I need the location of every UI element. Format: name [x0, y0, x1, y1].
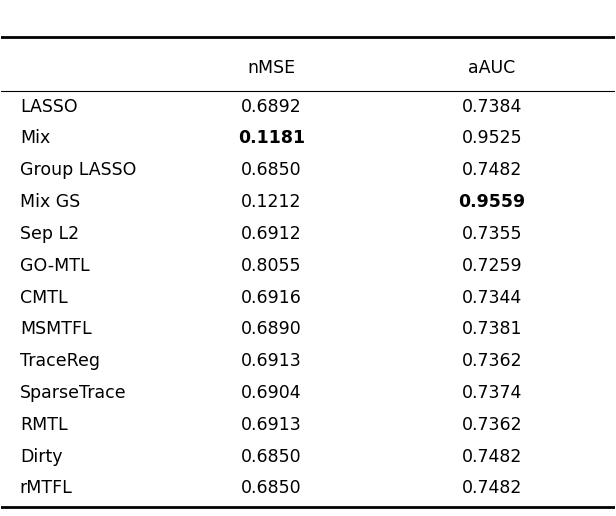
- Text: 0.7482: 0.7482: [462, 447, 522, 465]
- Text: Dirty: Dirty: [20, 447, 62, 465]
- Text: 0.7362: 0.7362: [461, 352, 522, 370]
- Text: Sep L2: Sep L2: [20, 225, 79, 243]
- Text: 0.6850: 0.6850: [241, 479, 301, 497]
- Text: 0.6850: 0.6850: [241, 161, 301, 179]
- Text: LASSO: LASSO: [20, 98, 78, 116]
- Text: 0.1181: 0.1181: [238, 130, 305, 148]
- Text: 0.9525: 0.9525: [461, 130, 522, 148]
- Text: 0.7344: 0.7344: [462, 288, 522, 307]
- Text: MSMTFL: MSMTFL: [20, 320, 91, 338]
- Text: 0.7362: 0.7362: [461, 416, 522, 434]
- Text: aAUC: aAUC: [468, 59, 516, 77]
- Text: 0.6890: 0.6890: [241, 320, 302, 338]
- Text: 0.7355: 0.7355: [462, 225, 522, 243]
- Text: 0.7381: 0.7381: [462, 320, 522, 338]
- Text: Mix: Mix: [20, 130, 50, 148]
- Text: SparseTrace: SparseTrace: [20, 384, 126, 402]
- Text: 0.7384: 0.7384: [462, 98, 522, 116]
- Text: 0.7482: 0.7482: [462, 161, 522, 179]
- Text: 0.6913: 0.6913: [241, 416, 302, 434]
- Text: 0.9559: 0.9559: [458, 193, 525, 211]
- Text: 0.7259: 0.7259: [461, 256, 522, 275]
- Text: GO-MTL: GO-MTL: [20, 256, 89, 275]
- Text: nMSE: nMSE: [247, 59, 295, 77]
- Text: 0.6912: 0.6912: [241, 225, 302, 243]
- Text: RMTL: RMTL: [20, 416, 67, 434]
- Text: 0.1212: 0.1212: [241, 193, 301, 211]
- Text: 0.6916: 0.6916: [241, 288, 302, 307]
- Text: 0.6904: 0.6904: [241, 384, 301, 402]
- Text: CMTL: CMTL: [20, 288, 67, 307]
- Text: 0.6913: 0.6913: [241, 352, 302, 370]
- Text: 0.8055: 0.8055: [241, 256, 301, 275]
- Text: 0.7374: 0.7374: [462, 384, 522, 402]
- Text: 0.6892: 0.6892: [241, 98, 302, 116]
- Text: TraceReg: TraceReg: [20, 352, 100, 370]
- Text: Group LASSO: Group LASSO: [20, 161, 136, 179]
- Text: Mix GS: Mix GS: [20, 193, 80, 211]
- Text: 0.6850: 0.6850: [241, 447, 301, 465]
- Text: rMTFL: rMTFL: [20, 479, 73, 497]
- Text: 0.7482: 0.7482: [462, 479, 522, 497]
